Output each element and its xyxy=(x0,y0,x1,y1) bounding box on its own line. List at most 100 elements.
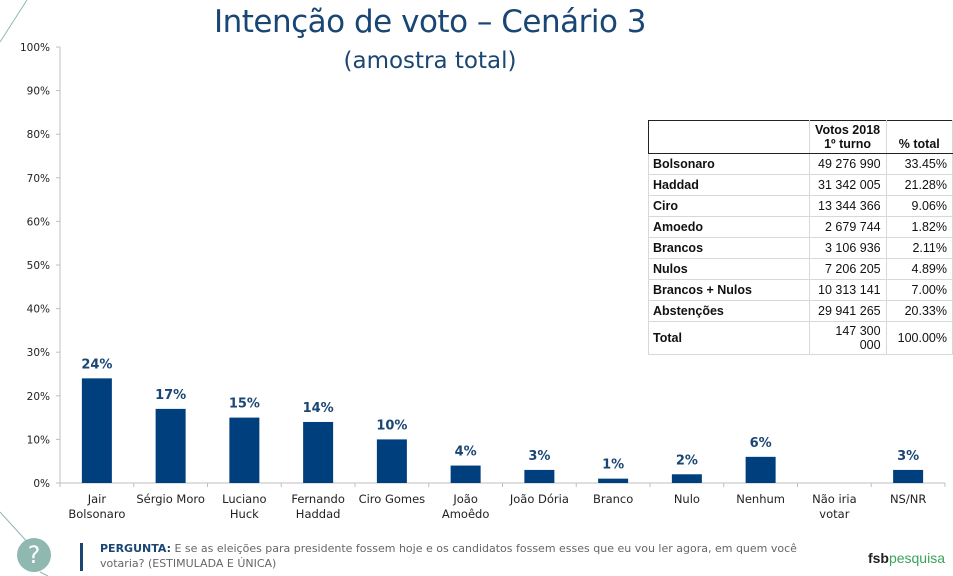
fsb-pesquisa-logo: fsbpesquisa xyxy=(868,550,945,566)
x-tick-label: Nenhum xyxy=(736,492,785,506)
logo-part-fsb: fsb xyxy=(867,550,889,566)
y-tick-label: 40% xyxy=(27,304,50,316)
question-help-icon: ? xyxy=(17,538,51,572)
table-row: Bolsonaro 49 276 990 33.45% xyxy=(648,153,953,175)
x-tick-label: Haddad xyxy=(296,507,341,521)
x-tick-label: João xyxy=(452,492,478,506)
table-cell-pct: 100.00% xyxy=(885,321,953,355)
question-text: PERGUNTA: E se as eleições para presiden… xyxy=(100,541,830,571)
y-tick-label: 20% xyxy=(27,391,50,403)
bar xyxy=(524,469,555,483)
bar xyxy=(598,478,629,483)
x-tick-label: Ciro Gomes xyxy=(359,492,426,506)
table-row: Ciro 13 344 366 9.06% xyxy=(648,195,953,217)
bar xyxy=(303,421,334,483)
bar xyxy=(450,465,481,483)
y-tick-label: 80% xyxy=(27,129,50,141)
table-cell-pct: 2.11% xyxy=(885,237,953,259)
y-tick-label: 10% xyxy=(27,434,50,446)
x-tick-label: Sérgio Moro xyxy=(136,492,205,506)
y-tick-label: 30% xyxy=(27,347,50,359)
table-cell-name: Haddad xyxy=(648,174,810,196)
question-body: E se as eleições para presidente fossem … xyxy=(100,542,797,570)
votes-2018-table: Votos 2018 1º turno % total Bolsonaro 49 2… xyxy=(648,120,953,355)
header-votes-line1: Votos 2018 xyxy=(815,123,881,137)
data-label: 24% xyxy=(81,357,112,372)
table-cell-pct: 9.06% xyxy=(885,195,953,217)
page-title: Intenção de voto – Cenário 3 xyxy=(213,4,647,40)
bar xyxy=(893,469,924,483)
data-label: 17% xyxy=(155,388,186,403)
data-label: 4% xyxy=(455,445,477,460)
table-cell-name: Amoedo xyxy=(648,216,810,238)
table-cell-name: Brancos xyxy=(648,237,810,259)
x-tick-label: NS/NR xyxy=(890,492,926,506)
data-label: 6% xyxy=(750,436,772,451)
data-label: 3% xyxy=(528,449,550,464)
table-row: Nulos 7 206 205 4.89% xyxy=(648,258,953,280)
table-header-votes: Votos 2018 1º turno xyxy=(808,120,887,154)
bar xyxy=(745,456,776,483)
table-cell-votes: 7 206 205 xyxy=(808,258,887,280)
table-cell-votes: 29 941 265 xyxy=(808,300,887,322)
x-tick-label: Amoêdo xyxy=(442,507,490,521)
table-cell-votes: 2 679 744 xyxy=(808,216,887,238)
y-tick-label: 90% xyxy=(27,86,50,98)
table-cell-name: Total xyxy=(648,321,810,355)
table-cell-votes: 49 276 990 xyxy=(808,153,887,175)
table-cell-votes: 31 342 005 xyxy=(808,174,887,196)
table-row: Brancos + Nulos 10 313 141 7.00% xyxy=(648,279,953,301)
table-cell-votes: 3 106 936 xyxy=(808,237,887,259)
bar xyxy=(376,439,407,483)
x-tick-label: Luciano xyxy=(222,492,266,506)
x-tick-label: Huck xyxy=(230,507,259,521)
data-label: 2% xyxy=(676,453,698,468)
table-cell-pct: 4.89% xyxy=(885,258,953,280)
data-label: 3% xyxy=(897,449,919,464)
table-header-row: Votos 2018 1º turno % total xyxy=(648,120,953,154)
x-tick-label: Bolsonaro xyxy=(68,507,125,521)
y-tick-label: 70% xyxy=(27,173,50,185)
x-tick-label: Nulo xyxy=(674,492,700,506)
table-cell-pct: 21.28% xyxy=(885,174,953,196)
x-tick-label: Branco xyxy=(593,492,633,506)
table-row: Haddad 31 342 005 21.28% xyxy=(648,174,953,196)
y-tick-label: 100% xyxy=(20,42,50,54)
x-tick-label: João Dória xyxy=(509,492,569,506)
bar xyxy=(155,408,186,483)
table-cell-name: Nulos xyxy=(648,258,810,280)
table-row: Amoedo 2 679 744 1.82% xyxy=(648,216,953,238)
bar xyxy=(671,474,702,483)
data-label: 10% xyxy=(376,418,407,433)
table-header-empty xyxy=(648,120,810,154)
data-label: 15% xyxy=(229,397,260,412)
y-tick-label: 50% xyxy=(27,260,50,272)
x-tick-label: Jair xyxy=(87,492,107,506)
table-cell-pct: 1.82% xyxy=(885,216,953,238)
data-label: 14% xyxy=(303,401,334,416)
bar xyxy=(229,417,260,483)
table-cell-pct: 7.00% xyxy=(885,279,953,301)
data-label: 1% xyxy=(602,458,624,473)
table-cell-pct: 33.45% xyxy=(885,153,953,175)
table-row: Brancos 3 106 936 2.11% xyxy=(648,237,953,259)
table-cell-pct: 20.33% xyxy=(885,300,953,322)
bar-chart: 0% 10% 20% 30% 40% 50% 60% 70% 80% 90% 100% 24% Jair… xyxy=(20,42,946,521)
y-tick-label: 0% xyxy=(33,478,50,490)
x-tick-label: Não iria xyxy=(812,492,857,506)
table-cell-name: Abstenções xyxy=(648,300,810,322)
table-cell-votes: 13 344 366 xyxy=(808,195,887,217)
logo-part-pesquisa: pesquisa xyxy=(888,550,945,566)
table-cell-name: Ciro xyxy=(648,195,810,217)
header-votes-line2: 1º turno xyxy=(824,137,872,151)
table-cell-votes: 147 300 000 xyxy=(808,321,887,355)
footer-divider xyxy=(80,543,83,571)
table-cell-name: Bolsonaro xyxy=(648,153,810,175)
bar xyxy=(81,378,112,483)
x-tick-label: Fernando xyxy=(291,492,345,506)
x-tick-label: votar xyxy=(819,507,849,521)
table-header-pct: % total xyxy=(885,120,953,154)
table-row: Abstenções 29 941 265 20.33% xyxy=(648,300,953,322)
question-label: PERGUNTA: xyxy=(100,542,171,555)
page-subtitle: (amostra total) xyxy=(343,48,517,74)
